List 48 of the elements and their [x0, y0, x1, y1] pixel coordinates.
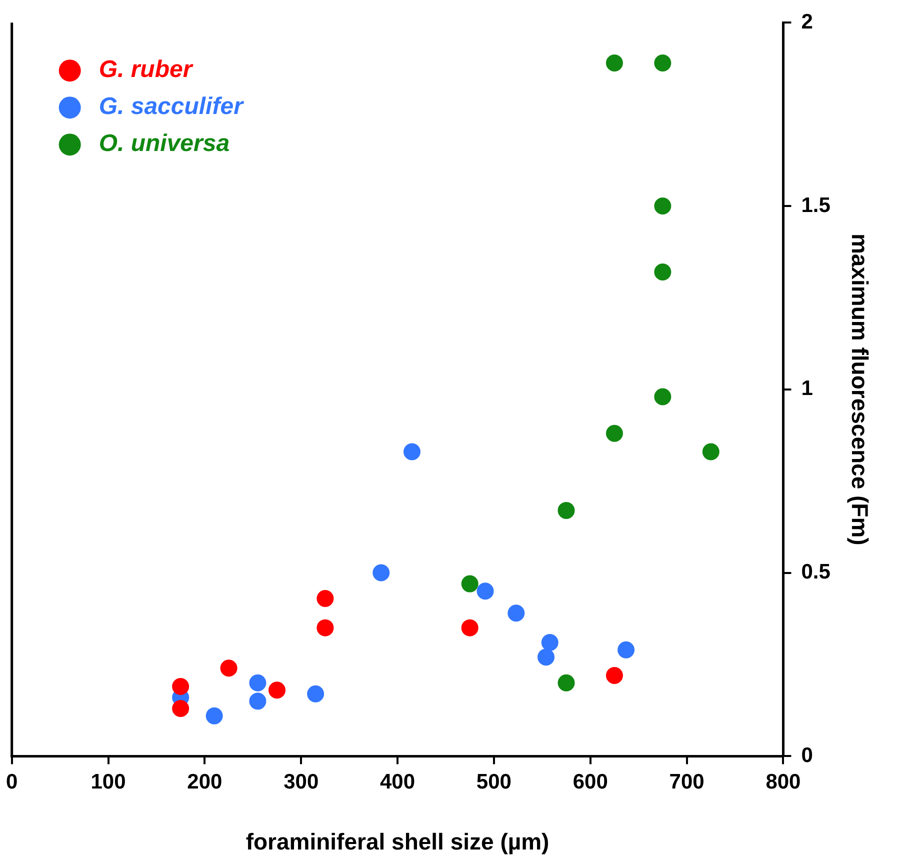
point — [461, 619, 478, 636]
point — [249, 674, 266, 692]
x-tick-label: 300 — [284, 770, 319, 794]
point — [654, 198, 672, 214]
x-axis-title: foraminiferal shell size (µm) — [246, 828, 550, 855]
y-tick-label: 0 — [801, 744, 813, 767]
legend-label: O. universa — [98, 130, 230, 158]
point — [558, 502, 575, 519]
y-tick-label: 1 — [801, 377, 814, 400]
point — [654, 388, 672, 406]
point — [606, 54, 623, 72]
point — [654, 264, 672, 281]
point — [172, 678, 190, 696]
point — [476, 582, 494, 600]
point — [618, 641, 635, 658]
point — [538, 648, 555, 666]
point — [372, 564, 390, 582]
y-tick-label: 1.5 — [801, 194, 831, 217]
point — [316, 619, 334, 636]
y-tick-label: 2 — [801, 10, 813, 34]
x-tick-label: 400 — [380, 770, 416, 794]
point — [316, 590, 334, 607]
x-tick-label: 600 — [572, 770, 608, 794]
x-tick-label: 800 — [766, 770, 801, 794]
y-axis-title: maximum fluorescence (Fm) — [846, 233, 873, 546]
legend-label: G. ruber — [98, 56, 194, 84]
y-tick-label: 0.5 — [801, 560, 831, 584]
point — [654, 54, 672, 72]
legend-label: G. sacculifer — [98, 93, 245, 120]
x-tick-label: 200 — [187, 770, 222, 794]
x-tick-label: 0 — [6, 770, 18, 794]
point — [508, 604, 525, 622]
point — [268, 682, 286, 699]
point — [206, 707, 223, 724]
point — [307, 685, 324, 702]
x-tick-label: 700 — [669, 770, 704, 794]
point — [606, 424, 623, 442]
point — [172, 700, 190, 718]
x-tick-label: 500 — [476, 770, 512, 794]
point — [220, 660, 238, 677]
point — [249, 692, 266, 710]
point — [558, 674, 575, 692]
point — [606, 667, 623, 684]
point — [541, 634, 558, 651]
point — [461, 575, 478, 592]
point — [403, 443, 420, 460]
point — [702, 443, 720, 460]
x-tick-label: 100 — [90, 770, 126, 794]
